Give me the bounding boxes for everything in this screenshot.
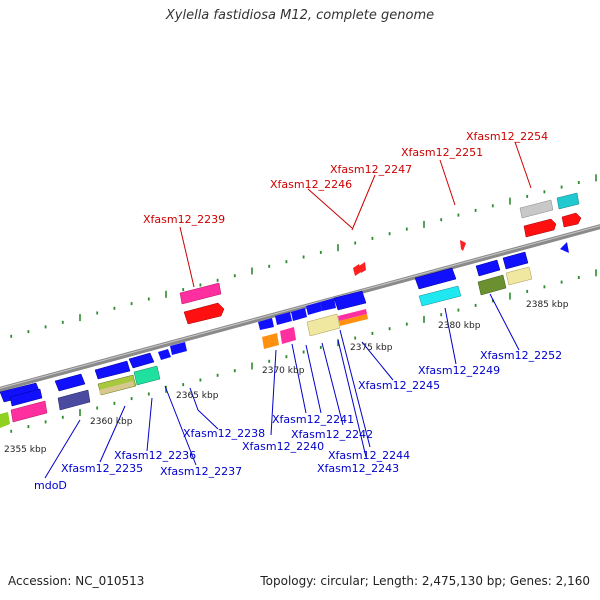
- gene-label-xfasm12-2244[interactable]: Xfasm12_2244: [328, 449, 410, 462]
- gene-arrow-2241-pink[interactable]: [280, 327, 296, 344]
- gene-label-xfasm12-2236[interactable]: Xfasm12_2236: [114, 449, 196, 462]
- forward-strand-genes: [179, 192, 582, 325]
- gene-label-xfasm12-2240[interactable]: Xfasm12_2240: [242, 440, 324, 453]
- gene-arrow-2236-blue-2[interactable]: [128, 352, 155, 369]
- page-title: Xylella fastidiosa M12, complete genome: [165, 8, 435, 23]
- gene-arrow-reverse-left-blue[interactable]: [9, 388, 43, 407]
- gene-arrow-2246[interactable]: [353, 264, 361, 276]
- gene-label-xfasm12-2243[interactable]: Xfasm12_2243: [317, 462, 399, 475]
- gene-arrow-2235-blue[interactable]: [54, 373, 86, 392]
- gene-label-xfasm12-2254[interactable]: Xfasm12_2254: [466, 130, 548, 143]
- kbp-label: 2365 kbp: [176, 391, 219, 401]
- gene-arrow-2244-blue[interactable]: [333, 290, 367, 311]
- gene-label-mdod[interactable]: mdoD: [34, 479, 67, 492]
- gene-arrow-2254-cyan[interactable]: [556, 192, 580, 210]
- gene-arrow-2245-blue[interactable]: [414, 267, 457, 290]
- gene-arrow-2239-red[interactable]: [183, 302, 225, 325]
- gene-arrow-reverse-right-small[interactable]: [560, 242, 569, 253]
- kbp-label: 2375 kbp: [350, 343, 393, 353]
- gene-label-xfasm12-2251[interactable]: Xfasm12_2251: [401, 146, 483, 159]
- gene-arrow-2244-multi-orange[interactable]: [339, 314, 368, 326]
- gene-arrow-2243-blue[interactable]: [320, 298, 336, 311]
- gene-arrow-2240-blue-2[interactable]: [275, 312, 292, 325]
- kbp-label: 2385 kbp: [526, 300, 569, 310]
- gene-label-xfasm12-2241[interactable]: Xfasm12_2241: [272, 413, 354, 426]
- gene-arrow-2241-blue[interactable]: [291, 308, 307, 321]
- gene-arrow-2252-blue-1[interactable]: [475, 259, 501, 277]
- gene-label-xfasm12-2235[interactable]: Xfasm12_2235: [61, 462, 143, 475]
- gene-arrow-2236-blue-1[interactable]: [94, 360, 131, 380]
- gene-arrow-2244-multi-pink[interactable]: [338, 309, 367, 321]
- gene-arrow-2237-mint[interactable]: [133, 365, 161, 386]
- accession-text: Accession: NC_010513: [8, 574, 145, 588]
- gene-arrow-2235-purple[interactable]: [57, 389, 91, 411]
- gene-arrow-2249-cyan[interactable]: [418, 285, 462, 307]
- gene-arrow-2238-blue-1[interactable]: [158, 349, 171, 360]
- gene-arrow-2252-cream[interactable]: [505, 266, 533, 286]
- gene-arrow-2251[interactable]: [460, 240, 466, 251]
- reverse-strand-genes: [0, 242, 569, 428]
- kbp-scale-labels: 2355 kbp 2360 kbp 2365 kbp 2370 kbp 2375…: [4, 300, 569, 455]
- gene-arrow-2238-blue-2[interactable]: [170, 342, 187, 355]
- gene-label-xfasm12-2245[interactable]: Xfasm12_2245: [358, 379, 440, 392]
- gene-label-xfasm12-2249[interactable]: Xfasm12_2249: [418, 364, 500, 377]
- genome-summary-text: Topology: circular; Length: 2,475,130 bp…: [260, 574, 590, 588]
- gene-arrow-2254-red-small[interactable]: [561, 212, 582, 228]
- forward-gene-labels: Xfasm12_2239 Xfasm12_2246 Xfasm12_2247 X…: [143, 130, 548, 226]
- gene-arrow-2247[interactable]: [359, 262, 366, 273]
- gene-label-xfasm12-2237[interactable]: Xfasm12_2237: [160, 465, 242, 478]
- kbp-label: 2380 kbp: [438, 321, 481, 331]
- gene-arrow-2252-olive[interactable]: [477, 274, 507, 296]
- gene-arrow-reverse-green-left[interactable]: [0, 412, 10, 428]
- gene-arrow-2239-pink[interactable]: [179, 282, 222, 305]
- forward-strand-ticks: [10, 174, 597, 338]
- kbp-label: 2370 kbp: [262, 366, 305, 376]
- kbp-label: 2355 kbp: [4, 445, 47, 455]
- gene-arrow-2254-grey[interactable]: [519, 199, 554, 219]
- gene-arrow-2240-orange[interactable]: [262, 333, 279, 349]
- gene-arrow-2243-cream[interactable]: [306, 313, 341, 337]
- genome-backbone: [0, 224, 600, 392]
- forward-label-connectors: [179, 141, 532, 288]
- gene-label-xfasm12-2247[interactable]: Xfasm12_2247: [330, 163, 412, 176]
- gene-arrow-2254-red[interactable]: [523, 218, 557, 238]
- reverse-strand-ticks: [10, 269, 597, 433]
- kbp-label: 2360 kbp: [90, 417, 133, 427]
- genome-backbone-highlight: [0, 225, 600, 389]
- gene-arrow-reverse-pink-left[interactable]: [10, 400, 48, 423]
- gene-label-xfasm12-2242[interactable]: Xfasm12_2242: [291, 428, 373, 441]
- gene-label-xfasm12-2239[interactable]: Xfasm12_2239: [143, 213, 225, 226]
- gene-label-xfasm12-2252[interactable]: Xfasm12_2252: [480, 349, 562, 362]
- gene-arrow-2240-blue[interactable]: [258, 318, 274, 330]
- reverse-label-connectors: [44, 293, 520, 479]
- gene-label-xfasm12-2246[interactable]: Xfasm12_2246: [270, 178, 352, 191]
- gene-arrow-2242-blue[interactable]: [306, 302, 322, 315]
- gene-arrow-2236-tan[interactable]: [99, 381, 134, 395]
- reverse-gene-labels: mdoD Xfasm12_2235 Xfasm12_2236 Xfasm12_2…: [34, 349, 562, 492]
- gene-arrow-2252-blue-2[interactable]: [502, 251, 529, 270]
- gene-label-xfasm12-2238[interactable]: Xfasm12_2238: [183, 427, 265, 440]
